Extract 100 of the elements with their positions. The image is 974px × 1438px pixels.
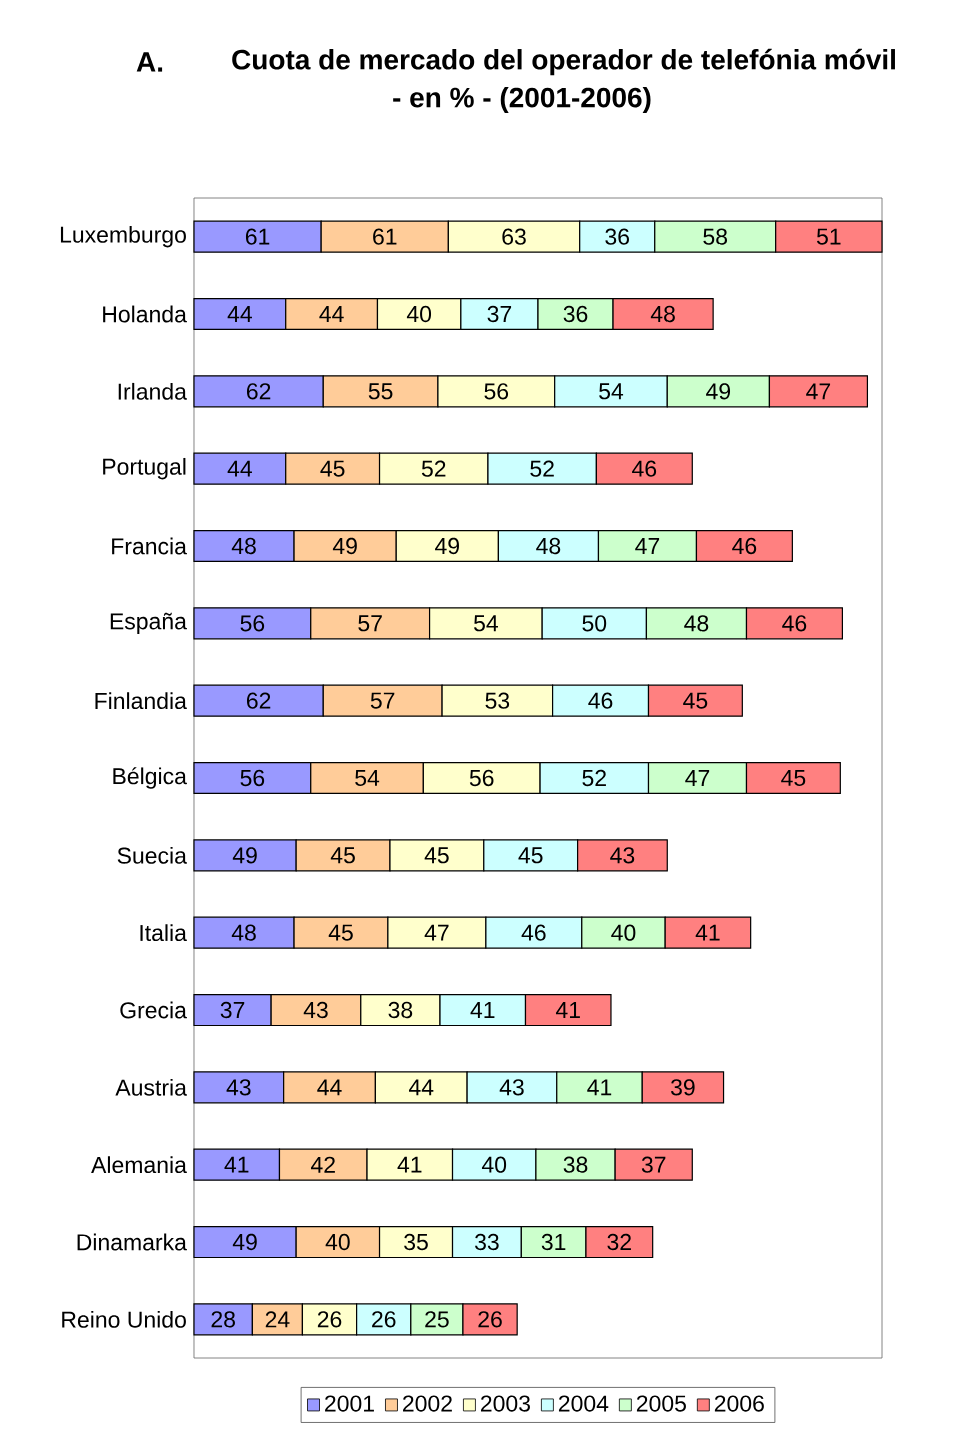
legend-label: 2006 bbox=[714, 1395, 764, 1412]
y-tick-label: España bbox=[110, 612, 187, 634]
data-label: 49 bbox=[706, 383, 731, 400]
data-label: 52 bbox=[530, 460, 554, 477]
data-label: 40 bbox=[406, 305, 432, 323]
data-label: 54 bbox=[599, 383, 624, 400]
y-tick-label: Austria bbox=[115, 1078, 187, 1096]
data-label: 49 bbox=[232, 1233, 257, 1251]
data-label: 63 bbox=[502, 228, 526, 245]
y-tick-label: Luxemburgo bbox=[60, 225, 186, 248]
data-label: 49 bbox=[332, 537, 357, 555]
chart-title: Cuota de mercado del operador de telefónia móvil bbox=[232, 48, 895, 76]
data-label: 45 bbox=[424, 847, 449, 864]
data-label: 48 bbox=[231, 537, 256, 555]
legend-label: 2003 bbox=[481, 1395, 530, 1412]
data-label: 46 bbox=[588, 692, 613, 709]
data-label: 44 bbox=[317, 1079, 342, 1096]
data-label: 25 bbox=[425, 1311, 449, 1328]
data-label: 36 bbox=[563, 305, 588, 323]
data-label: 56 bbox=[484, 383, 509, 400]
y-tick-label: Irlanda bbox=[118, 382, 187, 400]
data-label: 32 bbox=[607, 1233, 631, 1251]
data-label: 40 bbox=[611, 924, 636, 941]
data-label: 40 bbox=[481, 1156, 507, 1173]
data-label: 57 bbox=[358, 615, 382, 632]
data-label: 51 bbox=[816, 228, 841, 245]
data-label: 48 bbox=[650, 305, 675, 323]
data-label: 56 bbox=[469, 769, 494, 787]
data-label: 38 bbox=[563, 1156, 588, 1173]
data-label: 39 bbox=[670, 1079, 695, 1096]
data-label: 46 bbox=[632, 460, 657, 477]
data-label: 37 bbox=[487, 305, 512, 323]
data-label: 46 bbox=[782, 615, 807, 632]
data-label: 47 bbox=[635, 538, 660, 554]
data-label: 31 bbox=[541, 1233, 566, 1251]
legend-label: 2001 bbox=[325, 1395, 374, 1412]
data-label: 45 bbox=[320, 460, 345, 477]
data-label: 53 bbox=[485, 692, 510, 709]
data-label: 56 bbox=[240, 769, 265, 787]
chart-subtitle: - en % - (2001-2006) bbox=[393, 86, 651, 114]
data-label: 47 bbox=[685, 770, 710, 786]
data-label: 35 bbox=[404, 1233, 428, 1251]
data-label: 54 bbox=[474, 615, 498, 632]
data-label: 54 bbox=[355, 770, 380, 787]
data-label: 26 bbox=[317, 1311, 342, 1328]
data-label: 62 bbox=[247, 383, 271, 400]
data-label: 42 bbox=[311, 1156, 335, 1173]
data-label: 44 bbox=[408, 1079, 434, 1096]
data-label: 61 bbox=[373, 228, 397, 245]
data-label: 41 bbox=[555, 1002, 580, 1018]
data-label: 45 bbox=[683, 692, 708, 709]
data-label: 38 bbox=[388, 1001, 413, 1019]
data-label: 37 bbox=[220, 1001, 245, 1019]
data-label: 52 bbox=[582, 769, 606, 787]
data-label: 50 bbox=[582, 615, 607, 632]
text: A. bbox=[136, 52, 163, 72]
data-label: 48 bbox=[684, 615, 709, 632]
y-tick-label: Portugal bbox=[103, 457, 186, 480]
data-label: 26 bbox=[372, 1311, 396, 1328]
data-label: 61 bbox=[245, 228, 270, 245]
data-label: 45 bbox=[328, 924, 353, 941]
y-tick-label: Italia bbox=[140, 924, 187, 942]
data-label: 44 bbox=[227, 460, 252, 477]
data-label: 45 bbox=[330, 847, 355, 864]
data-label: 49 bbox=[232, 847, 257, 864]
y-tick-label: Suecia bbox=[117, 846, 187, 864]
data-label: 24 bbox=[265, 1311, 290, 1328]
data-label: 41 bbox=[695, 924, 720, 941]
data-label: 37 bbox=[641, 1156, 666, 1173]
data-label: 45 bbox=[781, 770, 806, 787]
data-label: 48 bbox=[231, 924, 256, 941]
data-label: 43 bbox=[303, 1001, 328, 1019]
legend-label: 2005 bbox=[636, 1395, 686, 1412]
data-label: 43 bbox=[226, 1079, 251, 1096]
y-tick-label: Holanda bbox=[103, 305, 187, 323]
y-tick-label: Grecia bbox=[120, 1001, 187, 1019]
data-label: 44 bbox=[227, 306, 252, 322]
data-label: 47 bbox=[806, 383, 831, 400]
legend-label: 2004 bbox=[558, 1395, 609, 1412]
data-label: 47 bbox=[424, 924, 449, 941]
y-tick-label: Francia bbox=[112, 537, 187, 555]
data-label: 45 bbox=[518, 847, 543, 864]
data-label: 52 bbox=[421, 460, 446, 477]
data-label: 43 bbox=[610, 847, 635, 864]
data-label: 58 bbox=[703, 228, 728, 245]
data-label: 41 bbox=[470, 1002, 495, 1018]
data-label: 26 bbox=[478, 1311, 502, 1328]
y-tick-label: Dinamarka bbox=[77, 1233, 187, 1251]
y-tick-label: Reino Unido bbox=[62, 1310, 186, 1328]
data-label: 46 bbox=[521, 924, 546, 941]
data-label: 41 bbox=[224, 1156, 249, 1173]
data-label: 41 bbox=[587, 1079, 612, 1096]
data-label: 48 bbox=[536, 537, 561, 555]
data-label: 57 bbox=[370, 692, 395, 709]
data-label: 55 bbox=[368, 383, 393, 400]
data-label: 43 bbox=[499, 1079, 524, 1096]
data-label: 44 bbox=[319, 306, 344, 322]
y-tick-label: Bélgica bbox=[113, 767, 187, 789]
data-label: 41 bbox=[397, 1156, 422, 1173]
y-tick-label: Finlandia bbox=[95, 692, 187, 710]
